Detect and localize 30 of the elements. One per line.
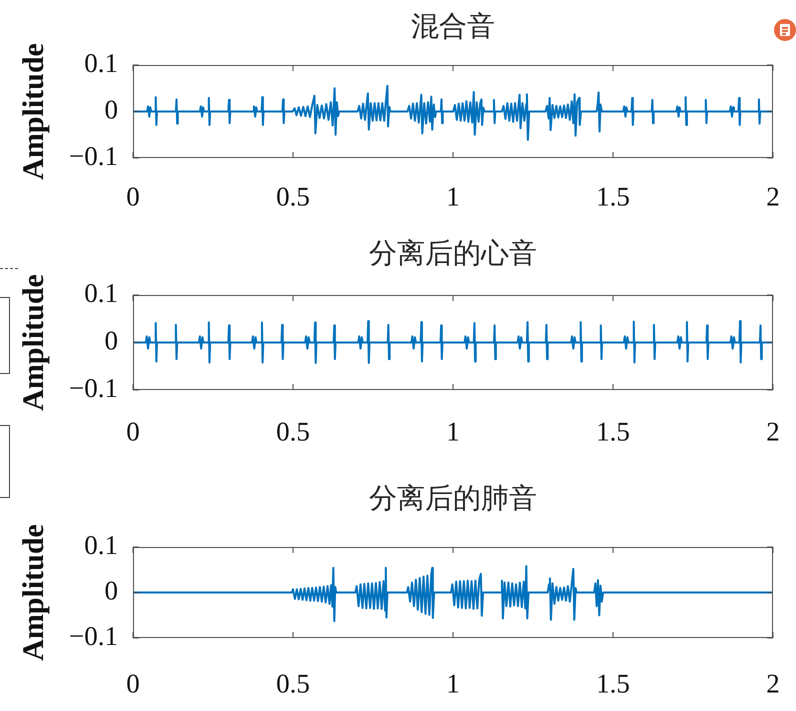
y-axis-title: Amplitude bbox=[16, 524, 50, 661]
chart-title: 分离后的肺音 bbox=[369, 483, 537, 514]
y-tick-label: 0 bbox=[104, 94, 118, 125]
chart-title: 混合音 bbox=[411, 11, 495, 42]
x-tick-label: 1 bbox=[446, 416, 460, 446]
x-tick-label: 0.5 bbox=[276, 668, 310, 698]
x-tick-label: 1 bbox=[446, 181, 460, 212]
y-tick-label: 0.1 bbox=[84, 48, 118, 78]
y-tick-label: −0.1 bbox=[69, 621, 118, 652]
x-tick-label: 0 bbox=[126, 668, 140, 698]
x-tick-label: 1 bbox=[446, 668, 460, 698]
y-axis-title: Amplitude bbox=[16, 274, 50, 411]
y-tick-label: 0 bbox=[104, 576, 118, 606]
x-tick-label: 0.5 bbox=[276, 181, 310, 212]
x-tick-label: 2 bbox=[766, 668, 780, 698]
x-tick-label: 2 bbox=[766, 181, 780, 212]
x-tick-label: 1.5 bbox=[596, 668, 630, 698]
y-tick-label: −0.1 bbox=[69, 141, 118, 172]
y-tick-label: 0 bbox=[104, 326, 118, 356]
y-tick-label: 0.1 bbox=[84, 530, 118, 560]
y-axis-title: Amplitude bbox=[16, 43, 50, 180]
y-tick-label: −0.1 bbox=[69, 373, 118, 404]
x-tick-label: 1.5 bbox=[596, 181, 630, 212]
x-tick-label: 0 bbox=[126, 181, 140, 212]
y-tick-label: 0.1 bbox=[84, 278, 118, 308]
x-tick-label: 1.5 bbox=[596, 416, 630, 446]
chart-title: 分离后的心音 bbox=[369, 238, 537, 270]
x-tick-label: 0 bbox=[126, 416, 140, 446]
x-tick-label: 0.5 bbox=[276, 416, 310, 446]
x-tick-label: 2 bbox=[766, 416, 780, 446]
